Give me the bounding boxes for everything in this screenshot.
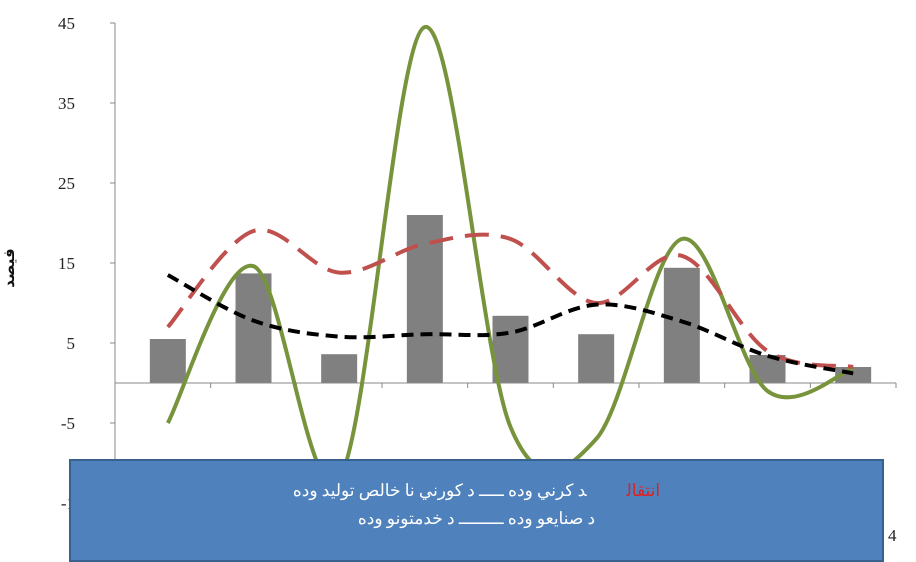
- legend: انتقال د كرني وده ـــــ د كورني نا خالص ت…: [69, 459, 884, 562]
- series-line: [166, 25, 854, 486]
- y-tick-label: 25: [58, 174, 75, 193]
- axes: [110, 22, 897, 504]
- bar: [235, 273, 272, 383]
- legend-line-2: د صنايعو وده ـــــــــ د خدمتونو وده: [71, 509, 882, 529]
- y-tick-label: 5: [67, 334, 76, 353]
- bar: [663, 267, 700, 383]
- legend-line-1: انتقال د كرني وده ـــــ د كورني نا خالص ت…: [71, 481, 882, 501]
- legend-accent-label: انتقال: [626, 481, 661, 500]
- y-axis-label: فیصد: [0, 248, 18, 287]
- series-line: [166, 227, 854, 369]
- line-series: [166, 25, 854, 486]
- legend-text-2: د صنايعو وده ـــــــــ د خدمتونو وده: [357, 509, 596, 528]
- y-tick-label: 35: [58, 94, 75, 113]
- y-tick-label: 45: [58, 14, 75, 33]
- series-line: [166, 273, 854, 376]
- bar: [321, 354, 358, 383]
- bar: [578, 334, 615, 383]
- legend-text-1: د كرني وده ـــــ د كورني نا خالص توليد و…: [292, 481, 587, 500]
- y-tick-label: -5: [61, 414, 75, 433]
- y-tick-label: 15: [58, 254, 75, 273]
- x-tick-label: 4: [888, 526, 897, 545]
- bar: [149, 339, 186, 383]
- bar: [492, 315, 529, 383]
